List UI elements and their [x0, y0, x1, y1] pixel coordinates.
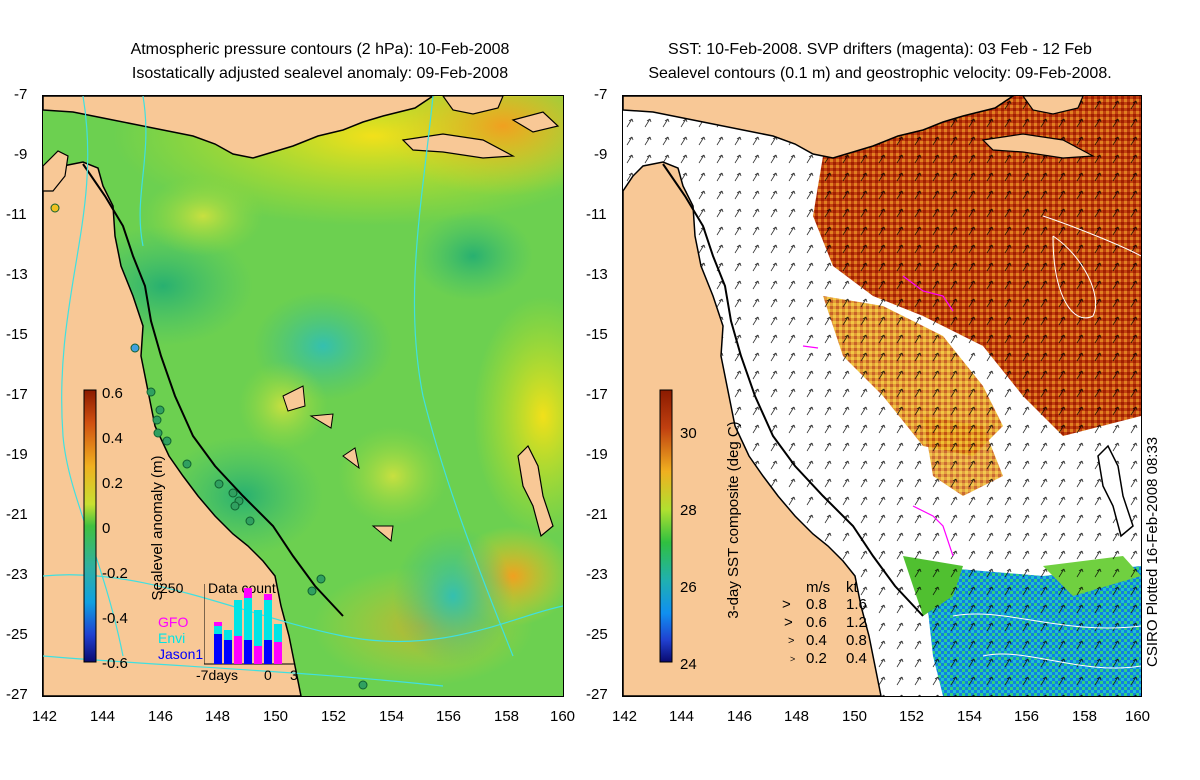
lon-tick: 152 — [321, 708, 347, 725]
arrow-scale-icon: > — [782, 596, 791, 613]
legend-row-ms: 0.2 — [806, 650, 827, 667]
lat-tick: -17 — [586, 386, 608, 403]
sealevel-colorbar-tick: 0 — [102, 520, 111, 537]
sealevel-colorbar — [83, 389, 97, 663]
lat-tick: -17 — [6, 386, 28, 403]
sst-map — [623, 96, 1141, 696]
tide-gauge-markers — [50, 203, 368, 690]
inset-xlabel: 0 — [264, 667, 272, 683]
lat-tick: -15 — [6, 326, 28, 343]
lat-tick: -7 — [14, 86, 28, 103]
lon-tick: 144 — [90, 708, 116, 725]
velocity-legend: m/s kt > 0.8 1.6 > 0.6 1.2 > 0.4 0.8 > 0… — [780, 580, 890, 670]
lon-tick: 148 — [205, 708, 231, 725]
sealevel-colorbar-tick: -0.6 — [102, 655, 128, 672]
lon-tick: 158 — [494, 708, 520, 725]
left-title-line2: Isostatically adjusted sealevel anomaly:… — [131, 65, 509, 82]
arrow-scale-icon: > — [790, 654, 796, 664]
png-land — [43, 96, 435, 159]
sst-colorbar-label: 3-day SST composite (deg C) — [725, 421, 742, 619]
lon-tick: 150 — [842, 708, 868, 725]
arrow-scale-icon: > — [784, 614, 793, 631]
lon-tick: 152 — [899, 708, 925, 725]
sealevel-colorbar-tick: 0.6 — [102, 385, 123, 402]
legend-header-ms: m/s — [806, 579, 831, 596]
lat-tick: -27 — [586, 686, 608, 703]
right-map-panel — [622, 95, 1142, 697]
sst-colorbar — [659, 389, 673, 663]
lon-tick: 146 — [148, 708, 174, 725]
lon-tick: 144 — [669, 708, 695, 725]
left-title-line1: Atmospheric pressure contours (2 hPa): 1… — [130, 41, 510, 58]
sealevel-colorbar-tick: -0.4 — [102, 610, 128, 627]
lon-tick: 146 — [727, 708, 753, 725]
lon-tick: 160 — [550, 708, 576, 725]
inset-legend-jason1: Jason1 — [158, 646, 204, 662]
right-title-line1: SST: 10-Feb-2008. SVP drifters (magenta)… — [668, 41, 1092, 58]
inset-xlabel: 3 — [290, 667, 298, 683]
legend-row-ms: 0.8 — [806, 596, 827, 613]
legend-row-ms: 0.6 — [806, 614, 827, 631]
legend-row-kt: 1.6 — [846, 596, 867, 613]
lon-tick: 158 — [1072, 708, 1098, 725]
sst-colorbar-tick: 30 — [680, 425, 697, 442]
sst-colorbar-tick: 24 — [680, 656, 697, 673]
lat-tick: -7 — [594, 86, 608, 103]
lon-tick: 160 — [1125, 708, 1151, 725]
legend-row-ms: 0.4 — [806, 632, 827, 649]
lon-tick: 156 — [436, 708, 462, 725]
inset-legend-envi: Envi — [158, 630, 186, 646]
lon-tick: 148 — [784, 708, 810, 725]
lat-tick: -27 — [6, 686, 28, 703]
arrow-scale-icon: > — [788, 635, 795, 647]
lon-tick: 150 — [263, 708, 289, 725]
lat-tick: -11 — [586, 206, 607, 223]
lon-tick: 142 — [612, 708, 638, 725]
sealevel-colorbar-tick: 0.4 — [102, 430, 123, 447]
inset-title: Data count — [208, 580, 276, 596]
lon-tick: 154 — [957, 708, 983, 725]
lat-tick: -23 — [6, 566, 28, 583]
lat-tick: -13 — [586, 266, 608, 283]
data-count-bars — [204, 584, 294, 665]
sealevel-anomaly-map — [43, 96, 563, 696]
legend-row-kt: 0.8 — [846, 632, 867, 649]
lat-tick: -9 — [594, 146, 608, 163]
lat-tick: -25 — [6, 626, 28, 643]
lon-tick: 156 — [1014, 708, 1040, 725]
left-map-panel — [42, 95, 564, 697]
plot-credit: CSIRO Plotted 16-Feb-2008 08:33 — [1144, 436, 1161, 667]
lat-tick: -21 — [586, 506, 608, 523]
legend-header-kt: kt — [846, 579, 858, 596]
sealevel-colorbar-tick: 0.2 — [102, 475, 123, 492]
lat-tick: -19 — [586, 446, 608, 463]
lat-tick: -19 — [6, 446, 28, 463]
lat-tick: -21 — [6, 506, 28, 523]
legend-row-kt: 1.2 — [846, 614, 867, 631]
lat-tick: -11 — [6, 206, 27, 223]
lon-tick: 154 — [379, 708, 405, 725]
sst-colorbar-tick: 28 — [680, 502, 697, 519]
sealevel-colorbar-tick: -0.2 — [102, 565, 128, 582]
lat-tick: -13 — [6, 266, 28, 283]
lat-tick: -15 — [586, 326, 608, 343]
lat-tick: -25 — [586, 626, 608, 643]
lon-tick: 142 — [32, 708, 58, 725]
lat-tick: -9 — [14, 146, 28, 163]
inset-xlabel: -7days — [196, 667, 239, 683]
inset-legend-gfo: GFO — [158, 614, 189, 630]
legend-row-kt: 0.4 — [846, 650, 867, 667]
right-title-line2: Sealevel contours (0.1 m) and geostrophi… — [648, 65, 1112, 82]
sst-colorbar-tick: 26 — [680, 579, 697, 596]
inset-ymax: 250 — [160, 580, 184, 596]
data-count-inset: 250 Data count GFO Envi Jason1 -7days 0 … — [150, 578, 300, 683]
lat-tick: -23 — [586, 566, 608, 583]
